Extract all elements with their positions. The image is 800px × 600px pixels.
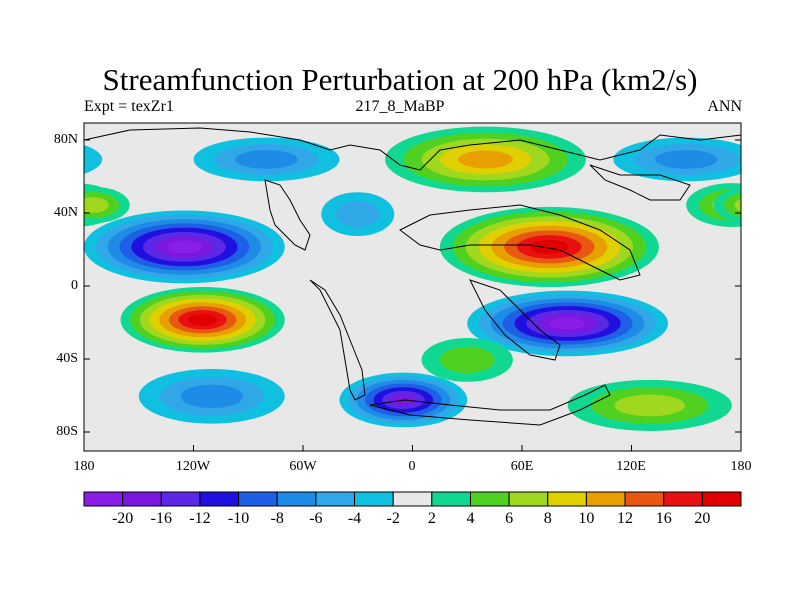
- colorbar-label: -4: [347, 510, 362, 527]
- contour-south-atlantic-high: [439, 346, 495, 374]
- contour-south-indian-low: [549, 317, 586, 330]
- lon-tick-label: 60E: [510, 459, 534, 474]
- colorbar-box: [392, 491, 433, 507]
- lat-tick-label: 40S: [56, 351, 78, 366]
- colorbar-box: [122, 491, 162, 507]
- coastline-outline: [84, 127, 741, 426]
- contour-south-pacific-west-low: [180, 384, 244, 409]
- contour-arctic-high: [458, 150, 513, 169]
- colorbar-label: -2: [386, 510, 400, 527]
- contour-fields: [84, 126, 741, 431]
- colorbar-box: [83, 491, 124, 507]
- colorbar-box: [431, 491, 471, 507]
- colorbar-label: -8: [270, 510, 284, 527]
- colorbar-label: -16: [150, 510, 172, 527]
- colorbar-box: [160, 491, 201, 507]
- lon-tick-label: 120W: [175, 459, 211, 474]
- contour-west-edge-high: [84, 197, 109, 213]
- colorbar-label: 8: [543, 510, 552, 527]
- colorbar-label: 6: [505, 510, 514, 527]
- contour-asia-high: [530, 239, 569, 254]
- lon-tick-label: 180: [73, 459, 95, 474]
- colorbar-label: 12: [617, 510, 634, 527]
- colorbar-label: 2: [427, 510, 436, 527]
- colorbar-box: [663, 491, 703, 507]
- colorbar-label: 20: [694, 510, 711, 527]
- colorbar-box: [238, 491, 278, 507]
- experiment-label: Expt = texZr1: [84, 98, 174, 115]
- colorbar-label: -12: [189, 510, 211, 527]
- colorbar-box: [276, 491, 317, 507]
- colorbar-box: [508, 491, 549, 507]
- colorbar-label: 16: [655, 510, 672, 527]
- contour-north-pacific-east-low: [84, 144, 103, 174]
- contour-north-pacific-low: [166, 240, 203, 254]
- plot-title: Streamfunction Perturbation at 200 hPa (…: [102, 62, 698, 97]
- colorbar-box: [199, 491, 240, 507]
- colorbar-box: [701, 491, 742, 507]
- lon-tick-label: 60W: [289, 459, 317, 474]
- contour-west-edge-high: [724, 192, 741, 218]
- colorbar-label: 4: [466, 510, 475, 527]
- contour-west-edge-high: [734, 198, 741, 212]
- lat-tick-label: 40N: [53, 205, 78, 220]
- lon-tick-label: 120E: [616, 459, 646, 474]
- contour-north-atlantic-low: [335, 200, 380, 228]
- colorbar-label: -20: [111, 510, 134, 527]
- lat-tick-label: 80N: [53, 132, 78, 147]
- colorbar-box: [469, 491, 510, 507]
- contour-north-pacific-east-low: [654, 150, 718, 169]
- lat-tick-label: 80S: [56, 424, 78, 439]
- colorbar-boxes: [83, 491, 742, 507]
- colorbar-box: [624, 491, 665, 507]
- colorbar-box: [585, 491, 626, 507]
- lat-tick-label: 0: [71, 278, 78, 293]
- lon-tick-label: 180: [730, 459, 752, 474]
- colorbar-box: [315, 491, 356, 507]
- case-label: 217_8_MaBP: [355, 98, 445, 115]
- lon-tick-label: 0: [408, 459, 416, 474]
- colorbar-label: -6: [309, 510, 323, 527]
- colorbar-box: [354, 491, 394, 507]
- season-label: ANN: [707, 98, 742, 115]
- contour-southern-high: [614, 394, 685, 417]
- contour-south-pacific-high: [188, 314, 218, 326]
- colorbar-label: -10: [227, 510, 250, 527]
- axis-ticks: [83, 139, 742, 451]
- contour-north-america-low: [235, 150, 298, 169]
- colorbar-label: 10: [578, 510, 595, 527]
- colorbar-box: [547, 491, 587, 507]
